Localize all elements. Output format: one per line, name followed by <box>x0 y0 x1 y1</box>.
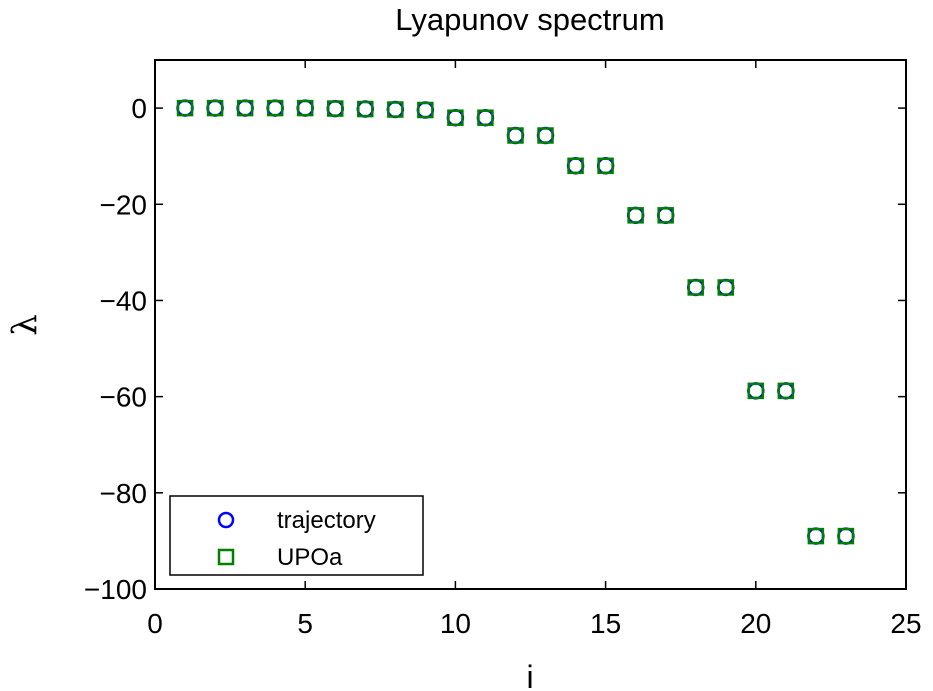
y-tick-label: −20 <box>100 189 148 220</box>
upoa-point <box>296 99 314 117</box>
upoa-point <box>417 101 434 119</box>
upoa-point <box>597 157 614 175</box>
upoa-point <box>357 100 374 118</box>
x-axis-tick-labels: 0 5 10 15 20 25 <box>147 608 921 639</box>
y-tick-label: 0 <box>131 93 147 124</box>
x-tick-label: 25 <box>890 608 921 639</box>
upoa-point <box>477 109 494 126</box>
upoa-point <box>627 207 644 224</box>
upoa-point <box>657 207 674 224</box>
x-axis-label: i <box>526 659 533 691</box>
upoa-point <box>447 109 464 126</box>
y-tick-label: −60 <box>100 382 148 413</box>
x-tick-label: 10 <box>440 608 471 639</box>
legend: trajectory UPOa <box>169 495 424 576</box>
legend-marker-upoa <box>217 548 235 566</box>
upoa-point <box>507 127 524 144</box>
y-tick-label: −40 <box>100 285 148 316</box>
series-upoa <box>176 99 855 545</box>
upoa-point <box>567 157 584 175</box>
y-tick-label: −100 <box>84 574 147 605</box>
upoa-point <box>176 99 194 117</box>
y-axis-ticks <box>155 107 906 590</box>
upoa-point <box>717 279 735 296</box>
upoa-point <box>777 382 795 400</box>
upoa-point <box>807 527 825 545</box>
x-tick-label: 0 <box>147 608 163 639</box>
legend-label-upoa: UPOa <box>277 544 343 571</box>
y-tick-label: −80 <box>100 478 148 509</box>
x-tick-label: 20 <box>740 608 771 639</box>
upoa-point <box>236 99 254 117</box>
y-axis-label: λ <box>5 314 45 336</box>
legend-label-trajectory: trajectory <box>277 507 376 534</box>
x-axis-ticks <box>154 60 907 589</box>
y-axis-tick-labels: 0 −20 −40 −60 −80 −100 <box>84 93 147 605</box>
upoa-point <box>206 99 224 117</box>
upoa-point <box>837 527 855 545</box>
upoa-point <box>747 382 765 400</box>
upoa-point <box>537 127 554 144</box>
legend-box <box>169 495 424 576</box>
legend-marker-trajectory <box>217 511 235 529</box>
x-tick-label: 5 <box>297 608 313 639</box>
upoa-point <box>687 279 704 296</box>
chart-title: Lyapunov spectrum <box>395 2 664 37</box>
upoa-point <box>326 100 344 117</box>
x-tick-label: 15 <box>590 608 621 639</box>
upoa-point <box>266 99 284 117</box>
upoa-point <box>387 101 404 118</box>
